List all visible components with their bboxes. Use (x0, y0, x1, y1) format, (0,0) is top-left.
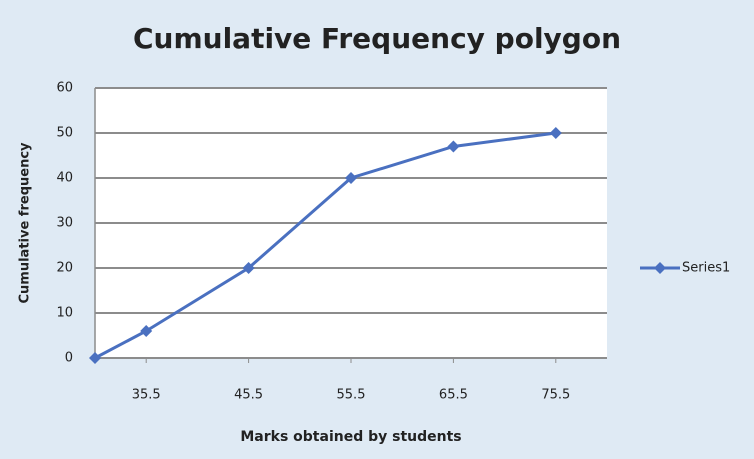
x-axis-label: Marks obtained by students (240, 429, 461, 445)
chart-title: Cumulative Frequency polygon (133, 22, 621, 55)
y-tick-label: 30 (56, 216, 73, 231)
marker (140, 325, 153, 337)
marker (447, 140, 460, 153)
y-tick-label: 20 (56, 261, 73, 276)
marker (242, 262, 255, 274)
marker (549, 127, 562, 139)
x-tick-label: 55.5 (337, 388, 366, 403)
y-tick-label: 10 (56, 306, 73, 321)
y-tick-label: 50 (56, 126, 73, 141)
x-tick-label: 75.5 (541, 388, 570, 403)
legend-marker (654, 262, 666, 274)
marker (89, 352, 101, 364)
y-tick-label: 40 (56, 171, 73, 186)
x-tick-label: 35.5 (132, 388, 161, 403)
series-line (94, 131, 556, 360)
x-tick-label: 45.5 (234, 388, 263, 403)
marker (345, 172, 357, 184)
y-axis-label: Cumulative frequency (18, 142, 33, 304)
y-tick-label: 0 (65, 351, 73, 366)
x-tick-label: 65.5 (439, 388, 468, 403)
legend-label: Series1 (682, 261, 730, 276)
y-tick-label: 60 (56, 81, 73, 96)
